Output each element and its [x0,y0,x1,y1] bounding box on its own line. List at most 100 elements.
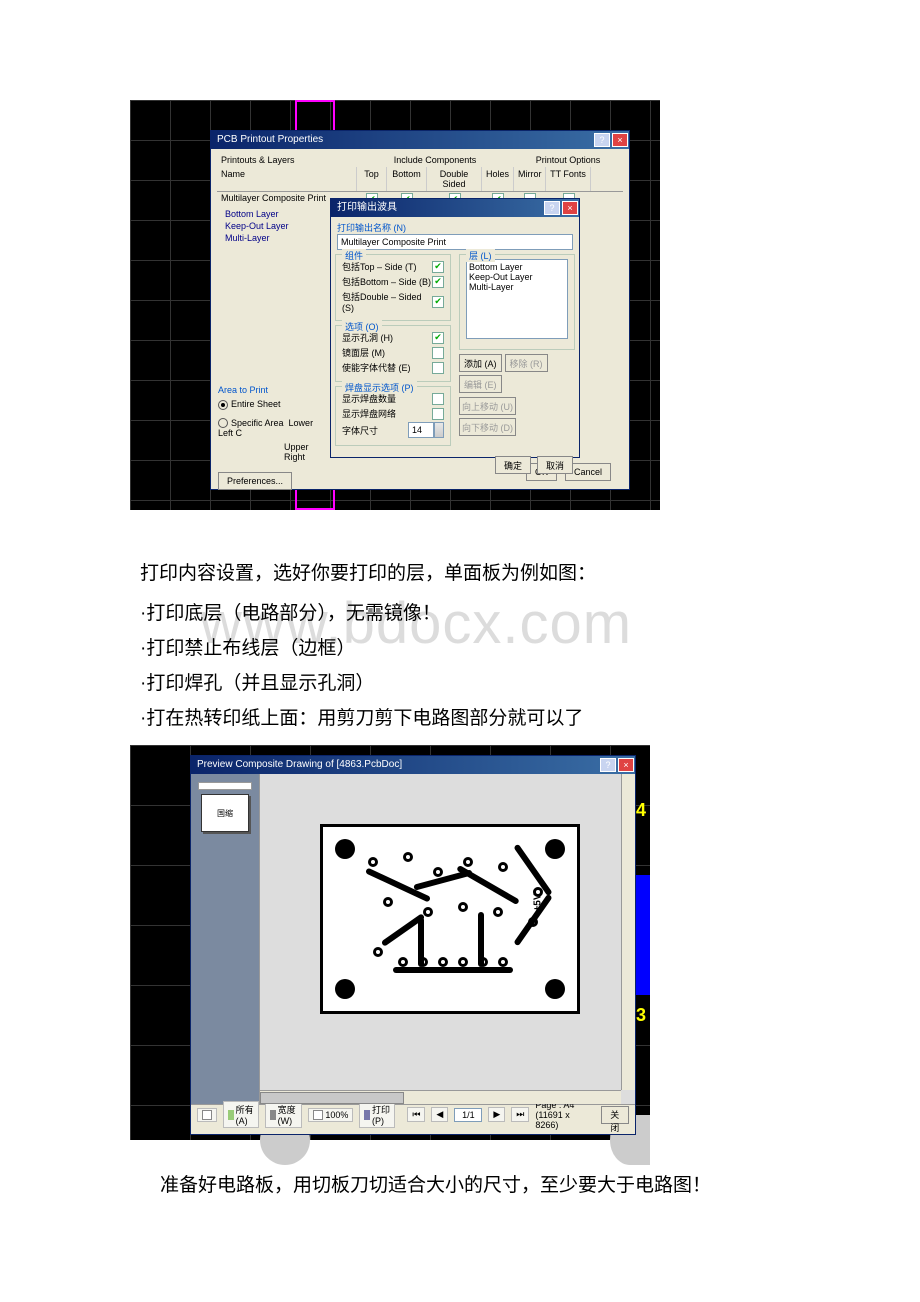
section-printout-options: Printout Options [513,153,623,167]
layer-list-item[interactable]: Bottom Layer [469,262,565,272]
mounting-hole [545,839,565,859]
trace [478,912,484,967]
mirror-label: 镜面层 (M) [342,346,385,359]
width-button[interactable]: 宽度 (W) [265,1101,302,1128]
col-name: Name [217,167,357,191]
spinner-icon[interactable] [434,422,444,438]
layer-list-item[interactable]: Multi-Layer [469,282,565,292]
chk-show-holes[interactable] [432,332,444,344]
trace [456,865,520,905]
double-sided-label: 包括Double – Sided (S) [342,290,432,313]
col-top: Top [357,167,387,191]
col-double-sided: Double Sided [427,167,482,191]
dialog2-buttons: 确定 取消 [337,456,573,474]
via-icon [403,852,413,862]
via-icon [433,867,443,877]
via-icon [373,947,383,957]
print-button[interactable]: 打印 (P) [359,1101,395,1128]
trace [393,967,513,973]
chk-bottom-side[interactable] [432,276,444,288]
page-nav-prev[interactable]: ◀ [431,1107,448,1122]
status-bar: 所有 (A) 宽度 (W) 100% 打印 (P) ⏮ ◀ ▶ ⏭ Page :… [191,1104,635,1124]
bullet-1: ·打印底层（电路部分），无需镜像！ [140,600,780,629]
output-name-input[interactable] [337,234,573,250]
mounting-hole [545,979,565,999]
via-icon [423,907,433,917]
mounting-hole [335,979,355,999]
printout-output-dialog: 打印输出波具 ? × 打印输出名称 (N) 组件 包括Top – Side (T… [330,198,580,458]
scrollbar-thumb[interactable] [260,1092,404,1104]
area-to-print-group: Area to Print Entire Sheet Specific Area… [218,385,323,462]
blue-track [636,875,650,995]
via-icon [383,897,393,907]
chk-mirror[interactable] [432,347,444,359]
via-icon [368,857,378,867]
final-paragraph: 准备好电路板，用切板刀切适合大小的尺寸，至少要大于电路图！ [160,1170,780,1197]
add-button[interactable]: 添加 (A) [459,354,502,372]
horizontal-scrollbar[interactable] [260,1090,621,1104]
layer-list-item[interactable]: Keep-Out Layer [469,272,565,282]
chk-pad-net[interactable] [432,408,444,420]
chk-tt-fonts[interactable] [432,362,444,374]
help-button[interactable]: ? [600,758,616,772]
close-button[interactable]: × [612,133,628,147]
help-button[interactable]: ? [544,201,560,215]
close-button[interactable]: × [562,201,578,215]
move-down-button[interactable]: 向下移动 (D) [459,418,516,436]
page-field[interactable] [454,1108,482,1122]
thumbnails-panel: 国缩 [191,774,259,1104]
pad-net-label: 显示焊盘网络 [342,407,396,420]
close-button[interactable]: 关闭 [601,1106,630,1124]
mounting-hole [335,839,355,859]
output-name-label: 打印输出名称 (N) [337,221,573,234]
chk-double-sided[interactable] [432,296,444,308]
via-icon [463,857,473,867]
components-legend: 组件 [342,249,366,262]
chk-top-side[interactable] [432,261,444,273]
dialog2-title: 打印输出波具 [337,199,397,217]
preview-title: Preview Composite Drawing of [4863.PcbDo… [197,756,402,774]
remove-button[interactable]: 移除 (R) [505,354,548,372]
move-up-button[interactable]: 向上移动 (U) [459,397,516,415]
col-holes: Holes [482,167,514,191]
page-nav-last[interactable]: ⏭ [511,1107,529,1122]
font-size-label: 字体尺寸 [342,424,378,437]
col-tt-fonts: TT Fonts [546,167,591,191]
pad-display-fieldset: 焊盘显示选项 (P) 显示焊盘数量 显示焊盘网络 字体尺寸 [335,386,451,446]
via-icon [498,957,508,967]
page-info: Page : A4 (11691 x 8266) [535,1100,594,1130]
help-button[interactable]: ? [594,133,610,147]
preferences-button[interactable]: Preferences... [218,472,292,490]
area-to-print-label: Area to Print [218,385,323,395]
radio-specific-area[interactable]: Specific Area Lower Left C [218,418,323,439]
preview-titlebar: Preview Composite Drawing of [4863.PcbDo… [191,756,635,774]
all-button[interactable]: 所有 (A) [223,1101,259,1128]
bullet-4: ·打在热转印纸上面：用剪刀剪下电路图部分就可以了 [140,705,780,734]
dialog-titlebar: PCB Printout Properties ? × [211,131,629,149]
ok-button[interactable]: 确定 [495,456,531,474]
font-size-input[interactable] [408,422,434,438]
cancel-button[interactable]: 取消 [537,456,573,474]
page-icon[interactable] [197,1108,217,1122]
via-icon [493,907,503,917]
upper-right-label: Upper Right [284,442,323,462]
col-mirror: Mirror [514,167,546,191]
page-tab-icon [198,782,252,790]
preview-canvas[interactable]: +5V [259,774,635,1104]
layers-legend: 层 (L) [466,249,495,262]
layers-listbox[interactable]: Bottom Layer Keep-Out Layer Multi-Layer [466,259,568,339]
zoom-display[interactable]: 100% [308,1108,353,1122]
vertical-scrollbar[interactable] [621,774,635,1090]
via-icon [498,862,508,872]
components-fieldset: 组件 包括Top – Side (T) 包括Bottom – Side (B) … [335,254,451,321]
page-nav-first[interactable]: ⏮ [407,1107,425,1122]
chk-pad-count[interactable] [432,393,444,405]
tt-fonts-label: 使能字体代替 (E) [342,361,411,374]
page-nav-next[interactable]: ▶ [488,1107,505,1122]
edit-button[interactable]: 编辑 (E) [459,375,502,393]
radio-entire-sheet[interactable]: Entire Sheet [218,399,323,410]
bottom-side-label: 包括Bottom – Side (B) [342,275,431,288]
page-thumbnail[interactable]: 国缩 [201,794,249,832]
trace [418,917,424,967]
close-button[interactable]: × [618,758,634,772]
